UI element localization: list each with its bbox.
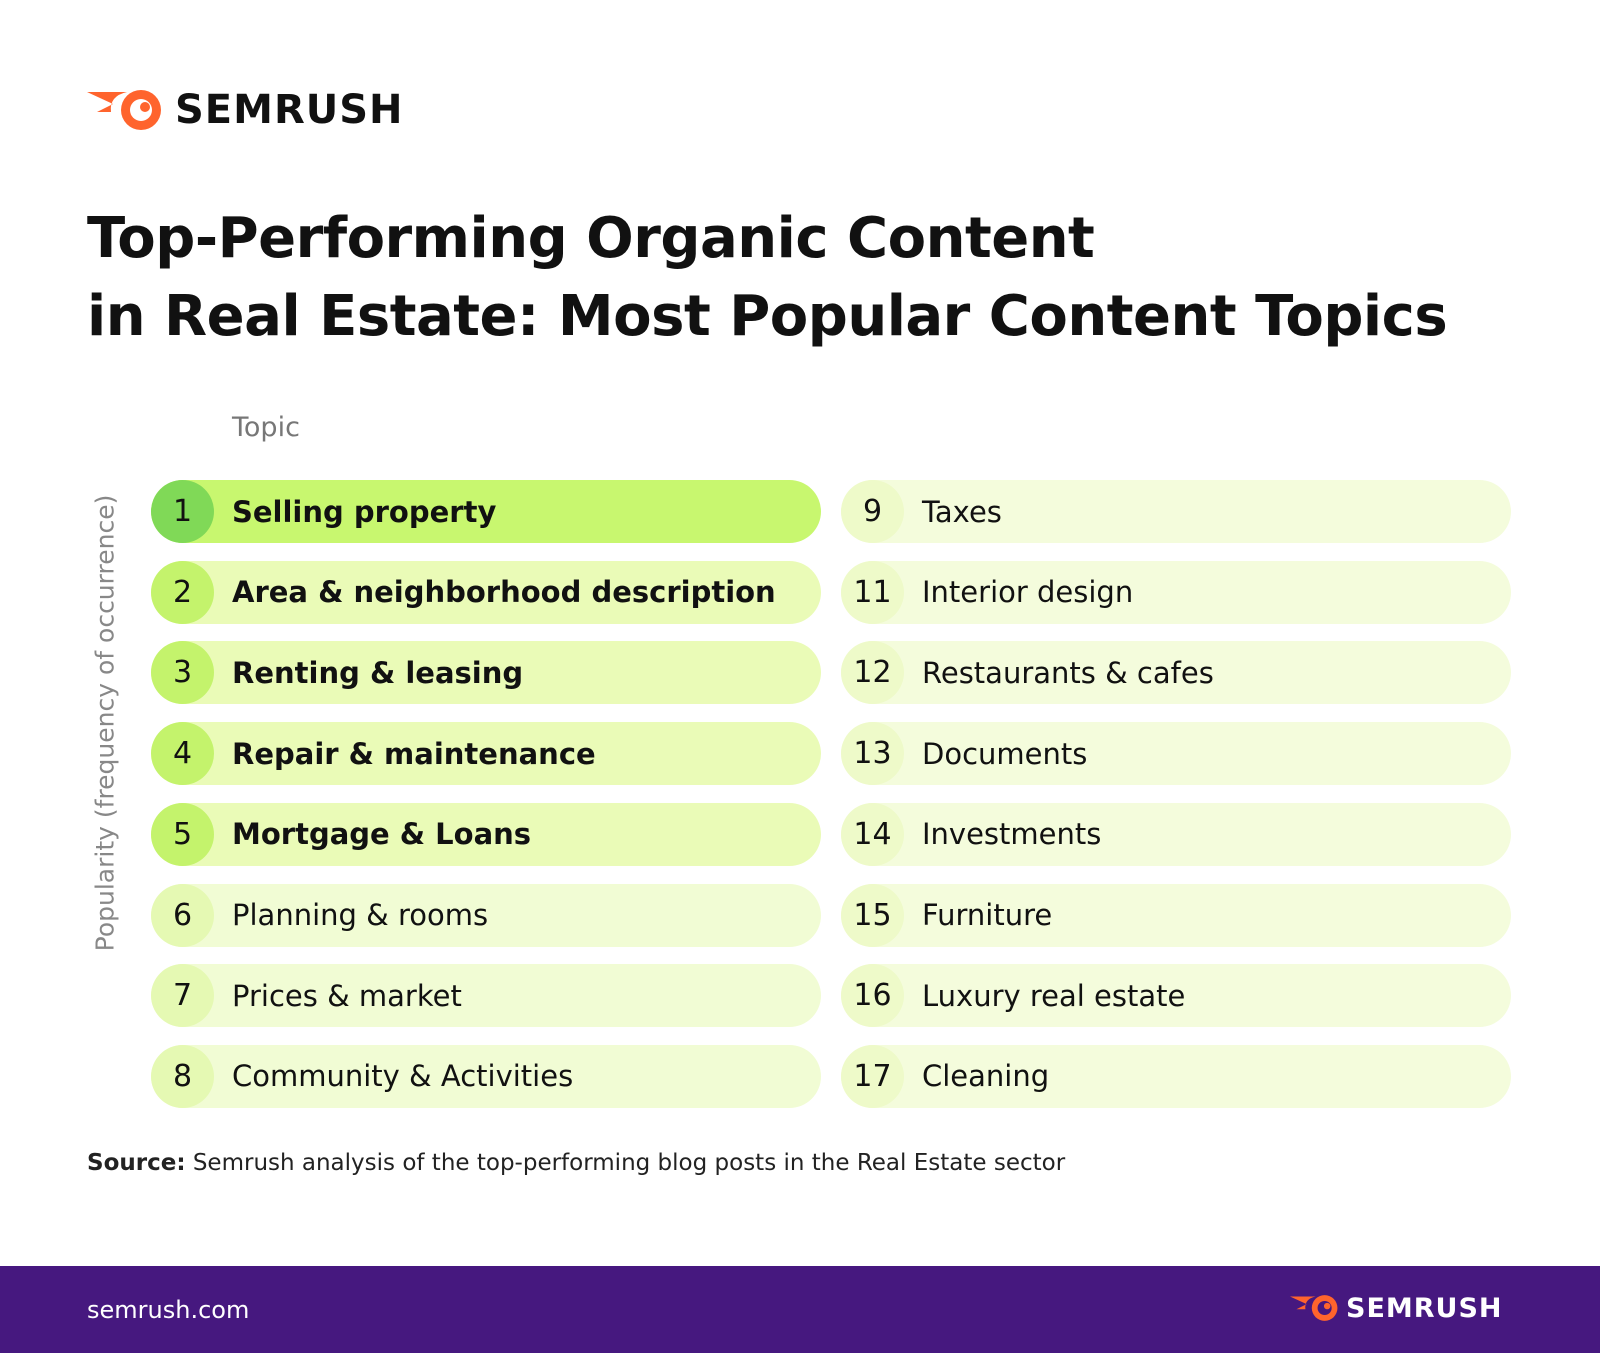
topic-label: Mortgage & Loans <box>232 817 532 852</box>
axis-label: Popularity (frequency of occurrence) <box>90 494 120 952</box>
topic-label: Area & neighborhood description <box>232 575 776 610</box>
topic-row: 8 Community & Activities <box>151 1044 821 1108</box>
topic-row: 11 Interior design <box>841 560 1511 624</box>
footer-logo: SEMRUSH <box>1290 1292 1503 1324</box>
topic-row: 6 Planning & rooms <box>151 883 821 947</box>
logo-icon <box>1290 1295 1338 1321</box>
topic-label: Investments <box>922 817 1102 852</box>
topic-row: 7 Prices & market <box>151 964 821 1028</box>
topic-label: Planning & rooms <box>232 898 489 932</box>
rank-badge: 9 <box>841 480 904 543</box>
topic-label: Interior design <box>922 575 1134 610</box>
rank-badge: 6 <box>151 883 214 947</box>
topic-label: Furniture <box>922 898 1053 932</box>
rank-badge: 3 <box>151 641 214 705</box>
rank-badge: 17 <box>841 1044 904 1108</box>
source-text: Semrush analysis of the top-performing b… <box>192 1150 1066 1176</box>
topic-row: 15 Furniture <box>841 883 1511 947</box>
rank-badge: 8 <box>151 1044 214 1108</box>
title-line: Top-Performing Organic Content <box>87 206 1095 271</box>
brand-name: SEMRUSH <box>175 87 404 133</box>
title-line: in Real Estate: Most Popular Content Top… <box>87 284 1448 349</box>
topic-label: Selling property <box>232 494 497 529</box>
footer-url: semrush.com <box>87 1296 250 1324</box>
topic-label: Taxes <box>922 494 1002 529</box>
topic-row: 9 Taxes <box>841 480 1511 543</box>
topic-label: Restaurants & cafes <box>922 655 1214 690</box>
topic-label: Renting & leasing <box>232 655 524 690</box>
rank-badge: 14 <box>841 802 904 866</box>
rank-badge: 15 <box>841 883 904 947</box>
topic-row: 12 Restaurants & cafes <box>841 641 1511 705</box>
topic-row: 3 Renting & leasing <box>151 641 821 705</box>
header-logo: SEMRUSH <box>87 86 404 134</box>
rank-badge: 11 <box>841 560 904 624</box>
topic-row: 17 Cleaning <box>841 1044 1511 1108</box>
source-label: Source: <box>87 1150 186 1176</box>
rank-badge: 1 <box>151 480 214 543</box>
topic-label: Documents <box>922 736 1088 771</box>
title: Top-Performing Organic Content in Real E… <box>87 200 1448 356</box>
column-header: Topic <box>232 412 300 443</box>
topic-label: Luxury real estate <box>922 978 1186 1013</box>
rank-badge: 7 <box>151 964 214 1028</box>
rank-badge: 16 <box>841 964 904 1028</box>
topic-row: 1 Selling property <box>151 480 821 543</box>
topic-label: Prices & market <box>232 978 462 1013</box>
topic-label: Cleaning <box>922 1059 1050 1094</box>
topic-label: Community & Activities <box>232 1059 574 1094</box>
rank-badge: 13 <box>841 722 904 786</box>
source: Source: Semrush analysis of the top-perf… <box>87 1150 1065 1176</box>
rank-badge: 4 <box>151 722 214 786</box>
rank-badge: 12 <box>841 641 904 705</box>
rank-badge: 2 <box>151 560 214 624</box>
topic-row: 4 Repair & maintenance <box>151 722 821 786</box>
topic-row: 13 Documents <box>841 722 1511 786</box>
logo-icon <box>87 90 161 130</box>
footer: semrush.com SEMRUSH <box>0 1266 1600 1353</box>
footer-brand: SEMRUSH <box>1346 1292 1503 1324</box>
topic-row: 14 Investments <box>841 802 1511 866</box>
topic-row: 5 Mortgage & Loans <box>151 802 821 866</box>
rank-badge: 5 <box>151 802 214 866</box>
topic-label: Repair & maintenance <box>232 736 596 771</box>
topic-row: 16 Luxury real estate <box>841 964 1511 1028</box>
topic-row: 2 Area & neighborhood description <box>151 560 821 624</box>
